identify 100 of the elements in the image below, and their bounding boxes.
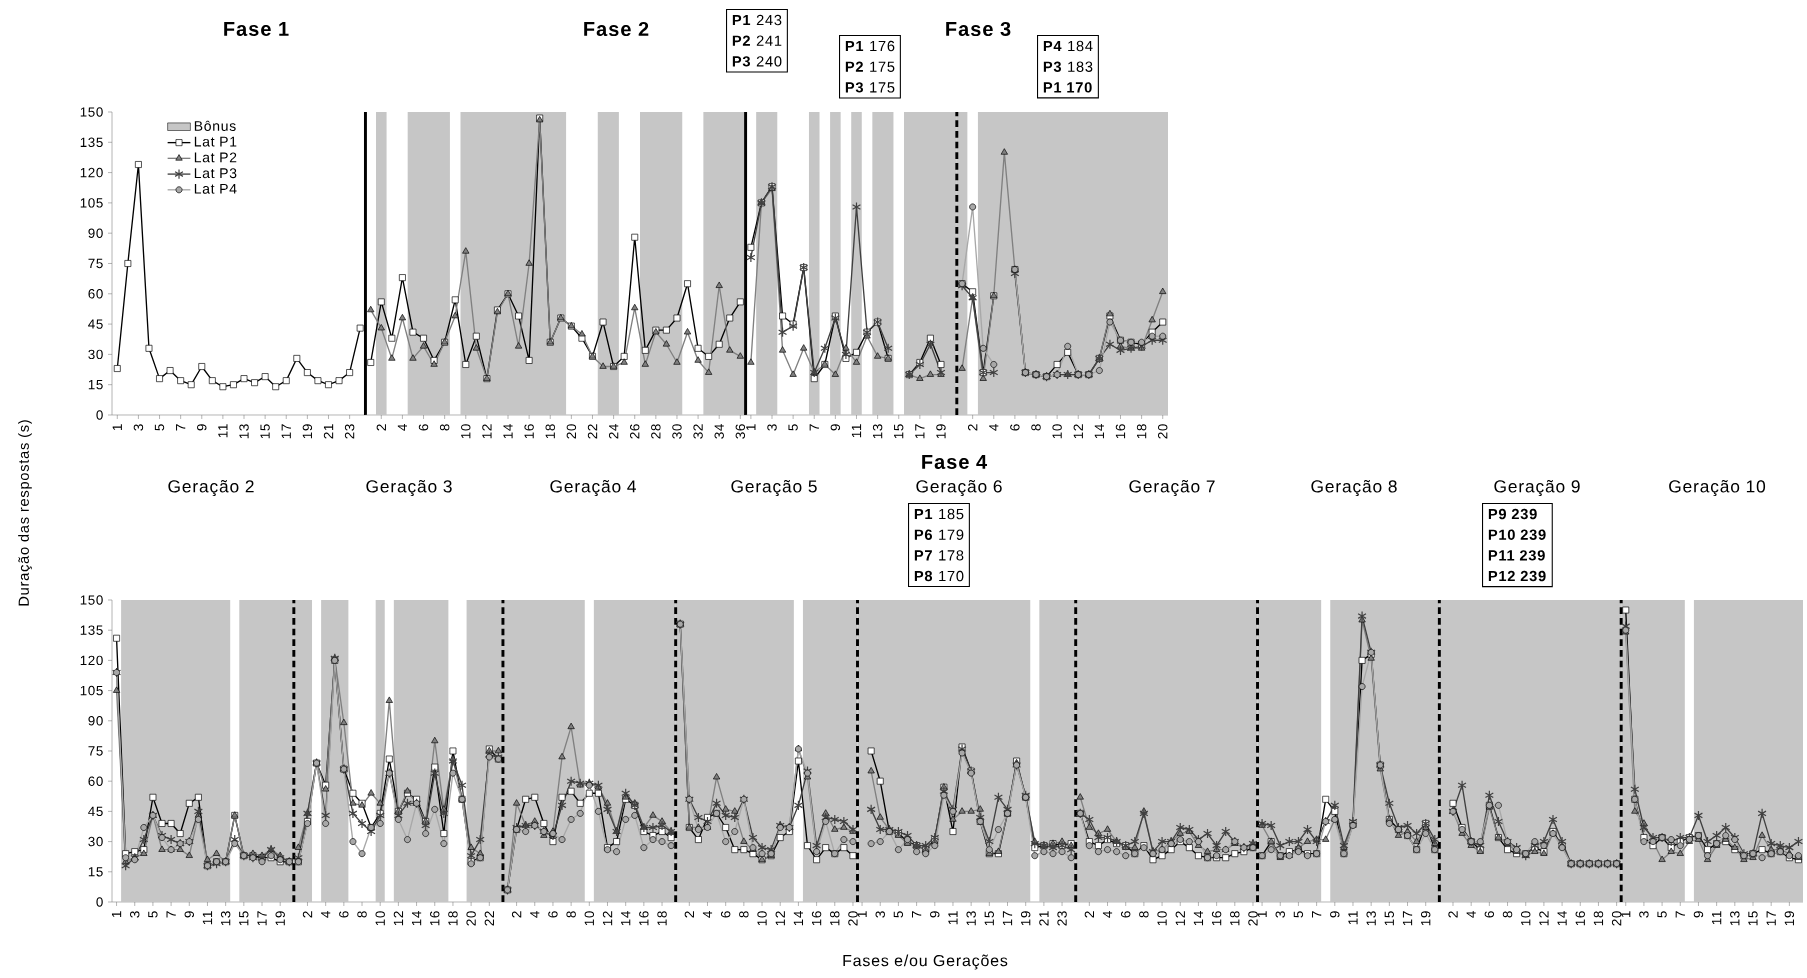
- y-tick-label: 15: [88, 867, 103, 877]
- x-tick-label: 2: [1448, 911, 1458, 918]
- x-tick-label: 9: [930, 911, 940, 918]
- chart-title: Geração 10: [1669, 479, 1766, 497]
- x-tick-label: 4: [397, 424, 407, 431]
- y-tick-label: 105: [80, 685, 103, 696]
- x-tick-label: 30: [672, 424, 682, 439]
- x-tick-label: 18: [448, 911, 458, 926]
- x-tick-label: 13: [239, 424, 249, 439]
- y-tick-label: 120: [80, 167, 103, 178]
- y-tick-label: 60: [88, 776, 103, 786]
- x-tick-label: 19: [1020, 911, 1031, 926]
- x-tick-label: 8: [739, 911, 749, 918]
- text: P4 184: [1043, 40, 1093, 52]
- y-tick-label: 30: [88, 349, 103, 360]
- legend-label: Lat P4: [194, 184, 237, 194]
- y-tick-label: 30: [88, 836, 103, 847]
- x-tick-label: 17: [281, 424, 291, 439]
- x-tick-label: 16: [639, 911, 649, 926]
- x-tick-label: 4: [530, 911, 540, 918]
- x-tick-label: 18: [1136, 424, 1147, 439]
- x-tick-label: 21: [1039, 911, 1049, 926]
- x-tick-label: 16: [811, 911, 822, 926]
- x-tick-label: 10: [375, 911, 385, 926]
- x-tick-label: 6: [1484, 911, 1495, 918]
- x-tick-label: 1: [112, 424, 122, 431]
- x-tick-label: 11: [1712, 911, 1722, 925]
- text: P1 243: [732, 14, 782, 26]
- x-tick-label: 7: [1312, 911, 1322, 918]
- x-tick-label: 19: [275, 911, 285, 926]
- x-tick-label: 17: [257, 911, 267, 926]
- x-tick-label: 5: [1293, 911, 1304, 918]
- x-tick-label: 9: [197, 424, 207, 431]
- x-tick-label: 18: [657, 911, 667, 926]
- x-tick-label: 2: [1084, 911, 1094, 918]
- x-tick-label: 6: [1010, 424, 1020, 431]
- x-tick-label: 6: [548, 911, 558, 918]
- x-tick-label: 10: [1521, 911, 1531, 926]
- x-tick-label: 20: [1248, 911, 1258, 926]
- chart-title: Geração 7: [1129, 479, 1215, 497]
- x-tick-label: 7: [1675, 911, 1685, 918]
- x-axis-title: Fases e/ou Gerações: [843, 954, 1008, 970]
- text: P3 183: [1043, 61, 1093, 72]
- x-tick-label: 5: [148, 911, 158, 918]
- x-tick-label: 20: [1158, 424, 1168, 439]
- text: P2 175: [845, 61, 895, 72]
- x-tick-label: 2: [302, 911, 313, 918]
- x-tick-label: 10: [1157, 911, 1167, 926]
- x-tick-label: 17: [1002, 911, 1013, 926]
- x-tick-label: 19: [302, 424, 313, 439]
- x-tick-label: 1: [1257, 911, 1267, 918]
- chart-title: Fase 1: [224, 22, 289, 36]
- text: P11 239: [1488, 550, 1545, 561]
- x-tick-label: 22: [587, 424, 598, 439]
- x-tick-label: 4: [1466, 911, 1476, 918]
- y-tick-label: 60: [88, 289, 103, 299]
- chart-title: Geração 6: [916, 479, 1002, 497]
- x-tick-label: 17: [1766, 911, 1776, 926]
- legend-label: Lat P2: [194, 152, 237, 163]
- x-tick-label: 11: [202, 911, 213, 925]
- x-tick-label: 9: [1330, 911, 1340, 918]
- x-tick-label: 23: [1057, 911, 1067, 926]
- chart-title: Geração 3: [366, 479, 452, 497]
- x-tick-label: 10: [584, 911, 595, 926]
- x-tick-label: 5: [154, 424, 165, 431]
- chart-title: Geração 2: [168, 479, 254, 497]
- y-tick-label: 135: [80, 137, 103, 147]
- x-tick-label: 19: [936, 424, 946, 439]
- x-tick-label: 16: [524, 424, 534, 439]
- x-tick-label: 9: [184, 911, 194, 918]
- x-tick-label: 36: [735, 424, 746, 439]
- x-tick-label: 13: [1366, 911, 1376, 926]
- x-tick-label: 14: [1193, 911, 1204, 926]
- x-tick-label: 4: [989, 424, 999, 431]
- x-tick-label: 15: [1748, 911, 1758, 926]
- x-tick-label: 13: [1730, 911, 1740, 926]
- y-axis-title: Duração das respostas (s): [18, 420, 32, 606]
- x-tick-label: 13: [872, 424, 883, 439]
- legend-label: Bônus: [194, 120, 236, 131]
- x-tick-label: 20: [848, 911, 858, 926]
- y-tick-label: 75: [88, 746, 103, 756]
- x-tick-label: 1: [857, 911, 867, 918]
- chart-title: Geração 5: [731, 479, 817, 497]
- x-tick-label: 15: [239, 911, 249, 926]
- text: P8 170: [914, 570, 964, 582]
- x-tick-label: 16: [430, 911, 440, 926]
- y-tick-label: 150: [80, 107, 103, 117]
- x-tick-label: 13: [220, 911, 231, 926]
- text: P2 241: [732, 35, 782, 46]
- x-tick-label: 18: [1230, 911, 1240, 926]
- text: Fase 4: [922, 455, 988, 469]
- x-tick-label: 6: [339, 911, 349, 918]
- x-tick-label: 24: [608, 424, 619, 439]
- x-tick-label: 2: [376, 424, 386, 431]
- x-tick-label: 11: [851, 424, 862, 438]
- x-tick-label: 14: [411, 911, 422, 926]
- x-tick-label: 11: [1348, 911, 1358, 925]
- x-tick-label: 9: [1693, 911, 1704, 918]
- x-tick-label: 7: [912, 911, 922, 918]
- x-tick-label: 3: [767, 424, 777, 431]
